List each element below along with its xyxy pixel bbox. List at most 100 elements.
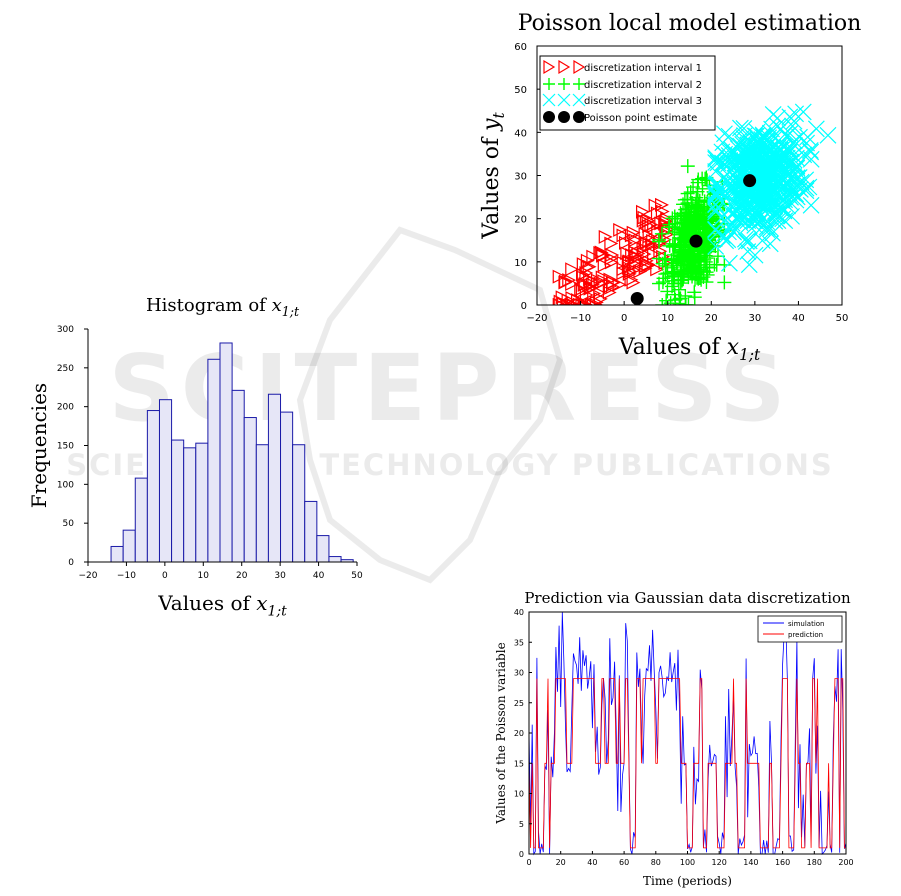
scatter-point-interval-3 (802, 143, 820, 161)
scatter-point-interval-3 (707, 154, 725, 171)
line-series-prediction (528, 678, 846, 849)
scatter-point-interval-1 (583, 272, 598, 287)
scatter-point-interval-2 (687, 290, 702, 305)
line-x-tick-label: 100 (680, 858, 695, 867)
hist-y-tick-label: 50 (63, 519, 75, 529)
scatter-point-estimate (689, 234, 703, 248)
scatter-point-interval-1 (559, 274, 573, 289)
hist-bar (183, 447, 197, 563)
scatter-point-interval-3 (798, 134, 816, 152)
scatter-point-interval-2 (699, 251, 714, 266)
scatter-point-interval-2 (695, 171, 710, 186)
scatter-point-interval-1 (636, 241, 651, 256)
legend-label: discretization interval 2 (584, 80, 702, 91)
scatter-x-tick-label: −10 (570, 313, 591, 324)
scatter-point-interval-1 (575, 298, 590, 305)
line-legend-label: prediction (788, 631, 823, 639)
line-title: Prediction via Gaussian data discretizat… (524, 589, 851, 607)
line-y-tick-label: 35 (514, 638, 524, 647)
scatter-point-interval-1 (633, 264, 648, 279)
line-y-tick-label: 40 (514, 608, 524, 617)
scatter-legend: discretization interval 1 discretization … (539, 55, 716, 131)
scatter-point-interval-1 (645, 237, 660, 252)
scatter-point-interval-3 (787, 149, 805, 167)
line-legend-box (757, 615, 843, 643)
scatter-point-interval-2 (700, 267, 715, 282)
scatter-point-interval-1 (613, 222, 628, 237)
hist-bar (292, 444, 306, 563)
line-x-tick-label: 160 (775, 858, 790, 867)
hist-bar (110, 545, 124, 563)
hist-bar (231, 389, 245, 563)
scatter-point-interval-3 (707, 221, 725, 239)
scatter-point-interval-3 (740, 256, 758, 274)
scatter-point-interval-2 (671, 252, 686, 267)
legend-marker-interval-1 (543, 59, 556, 75)
scatter-point-interval-2 (685, 259, 700, 274)
hist-bar (328, 556, 342, 563)
scatter-point-interval-2 (673, 254, 688, 269)
scatter-point-interval-2 (677, 235, 692, 250)
hist-bar (280, 411, 294, 563)
hist-y-tick-label: 250 (57, 364, 74, 374)
scatter-point-interval-1 (660, 212, 675, 227)
scatter-point-interval-3 (758, 221, 776, 239)
hist-bar (158, 399, 173, 563)
legend-marker-estimate (573, 111, 585, 123)
scatter-point-interval-3 (756, 181, 774, 199)
scatter-point-interval-2 (678, 298, 693, 305)
legend-marker-interval-3 (557, 93, 571, 107)
line-x-tick-label: 0 (526, 858, 531, 867)
scatter-point-interval-2 (717, 275, 732, 290)
hist-bar (255, 444, 269, 563)
scatter-point-interval-3 (740, 216, 757, 234)
scatter-xlabel: Values of x1;t (618, 335, 761, 364)
hist-bar (134, 477, 148, 563)
scatter-point-interval-1 (635, 204, 650, 219)
scatter-point-interval-2 (652, 276, 666, 291)
scatter-point-interval-3 (807, 120, 825, 138)
line-legend: simulation prediction (757, 615, 843, 643)
line-y-tick-label: 30 (514, 669, 524, 678)
legend-marker-interval-3 (542, 93, 556, 107)
scatter-point-interval-2 (685, 222, 700, 237)
scatter-x-tick-label: 50 (836, 313, 849, 324)
scatter-point-interval-3 (749, 202, 767, 219)
scatter-x-tick-label: 40 (792, 313, 805, 324)
hist-xlabel: Values of x1;t (157, 591, 287, 620)
scatter-point-interval-1 (626, 225, 641, 240)
legend-label: Poisson point estimate (584, 113, 697, 124)
scatter-point-interval-3 (739, 243, 757, 260)
scatter-point-interval-1 (565, 262, 580, 277)
scatter-point-interval-1 (586, 249, 601, 264)
scatter-point-interval-3 (707, 203, 725, 221)
scatter-point-interval-1 (576, 257, 591, 272)
scatter-point-interval-1 (650, 262, 665, 277)
scatter-point-interval-3 (786, 159, 804, 177)
scatter-point-interval-2 (675, 225, 690, 240)
hist-x-tick-label: −20 (79, 571, 98, 581)
scatter-point-interval-3 (770, 155, 788, 173)
hist-ylabel: Frequencies (27, 383, 51, 508)
scatter-y-tick-label: 0 (521, 301, 527, 312)
scatter-x-tick-label: 20 (705, 313, 718, 324)
scatter-chart: Poisson local model estimation Values of … (479, 11, 861, 364)
legend-marker-interval-3 (572, 93, 586, 107)
scatter-point-interval-3 (716, 125, 733, 143)
scatter-point-interval-2 (690, 193, 705, 208)
scatter-point-interval-2 (662, 217, 677, 232)
hist-title: Histogram of x1;t (146, 295, 300, 319)
scatter-point-interval-3 (733, 157, 751, 175)
scatter-point-interval-1 (560, 298, 575, 305)
hist-x-tick-label: 40 (313, 571, 325, 581)
hist-x-tick-label: 50 (351, 571, 363, 581)
legend-marker-estimate (543, 111, 555, 123)
scatter-point-interval-2 (655, 275, 670, 290)
scatter-point-interval-1 (638, 226, 653, 241)
scatter-point-interval-1 (604, 255, 619, 270)
scatter-point-interval-2 (665, 219, 680, 234)
line-chart: Prediction via Gaussian data discretizat… (494, 589, 854, 888)
hist-bar (267, 393, 282, 563)
scatter-point-interval-2 (676, 223, 691, 238)
scatter-point-interval-3 (707, 201, 725, 218)
